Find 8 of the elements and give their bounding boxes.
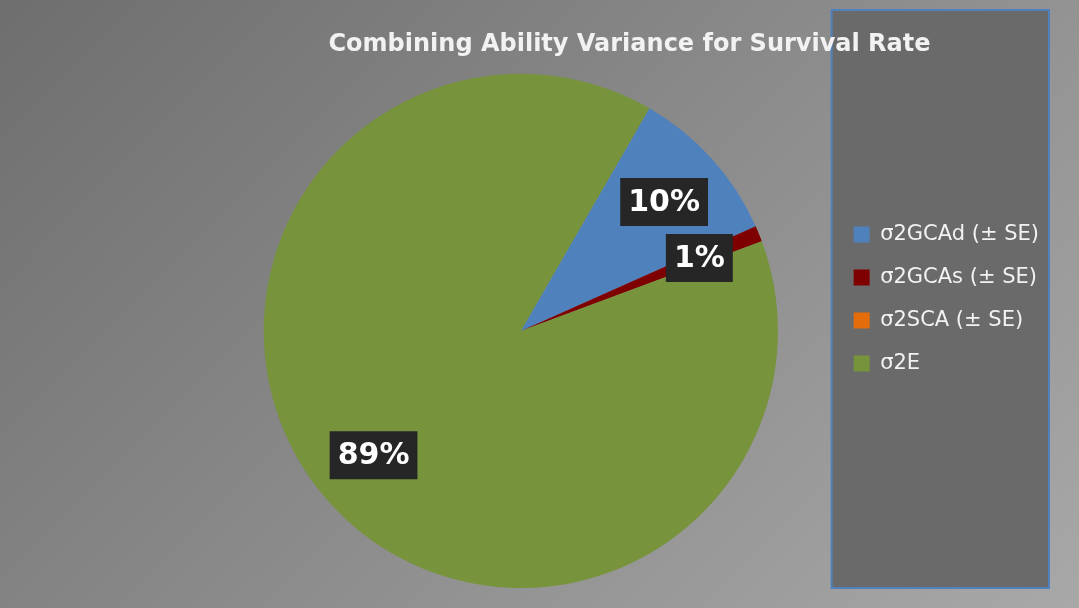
legend-label: σ2E: [880, 349, 921, 374]
legend-label: σ2SCA (± SE): [880, 306, 1024, 331]
legend-label: σ2GCAs (± SE): [880, 263, 1037, 288]
data-label: 10%: [628, 182, 701, 218]
legend-label: σ2GCAd (± SE): [880, 220, 1040, 245]
data-label: 89%: [337, 436, 410, 472]
text: Combining Ability Variance for Survival Rate: [328, 28, 931, 57]
data-label: 1%: [673, 238, 725, 274]
